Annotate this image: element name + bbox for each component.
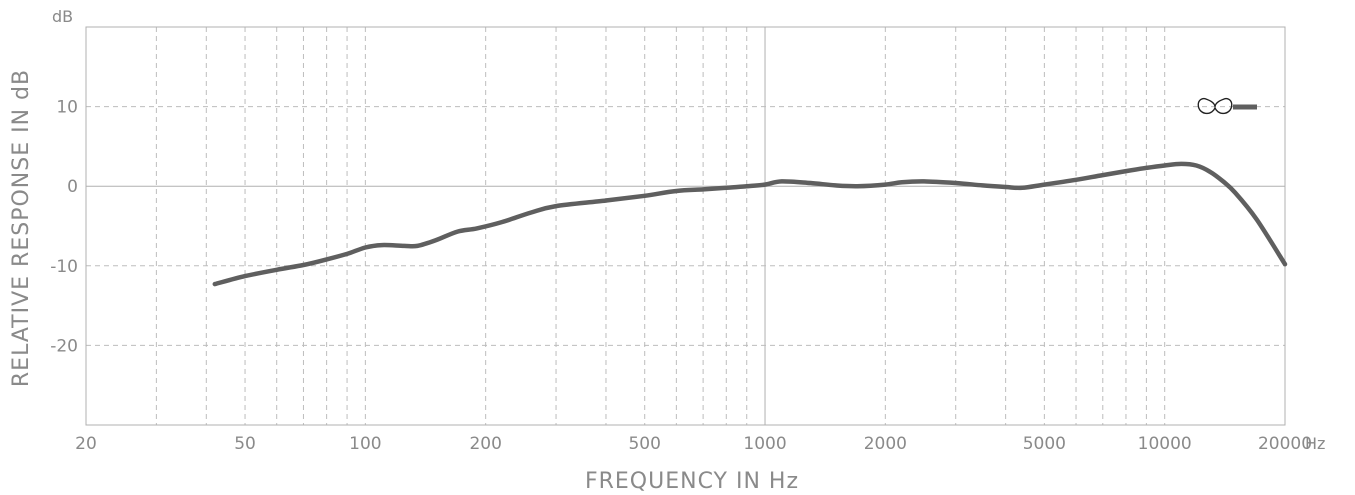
x-tick-label: 20000 <box>1258 434 1312 454</box>
x-axis-title: FREQUENCY IN Hz <box>585 469 799 494</box>
y-tick-label: 10 <box>56 98 78 118</box>
y-tick-label: -10 <box>50 257 78 277</box>
grid-layer <box>86 27 1285 425</box>
x-unit-label: Hz <box>1305 434 1325 453</box>
y-tick-label: 0 <box>67 177 78 197</box>
y-unit-label: dB <box>52 7 73 26</box>
y-tick-label: -20 <box>50 336 78 356</box>
x-tick-label: 2000 <box>864 434 907 454</box>
x-tick-label: 100 <box>349 434 381 454</box>
x-tick-label: 50 <box>234 434 256 454</box>
x-tick-label: 500 <box>628 434 660 454</box>
x-tick-label: 20 <box>75 434 97 454</box>
x-tick-label: 200 <box>469 434 501 454</box>
x-tick-label: 5000 <box>1023 434 1066 454</box>
response-curve <box>212 161 1288 287</box>
y-axis-title: RELATIVE RESPONSE IN dB <box>9 69 34 387</box>
plot-frame <box>85 26 1286 426</box>
tick-labels: 20 50 100 200 500 1000 2000 5000 10000 20000100-1… <box>50 98 1312 454</box>
x-tick-label: 10000 <box>1138 434 1192 454</box>
legend <box>1197 97 1257 115</box>
x-tick-label: 1000 <box>743 434 786 454</box>
cardioid-icon <box>1197 97 1233 115</box>
